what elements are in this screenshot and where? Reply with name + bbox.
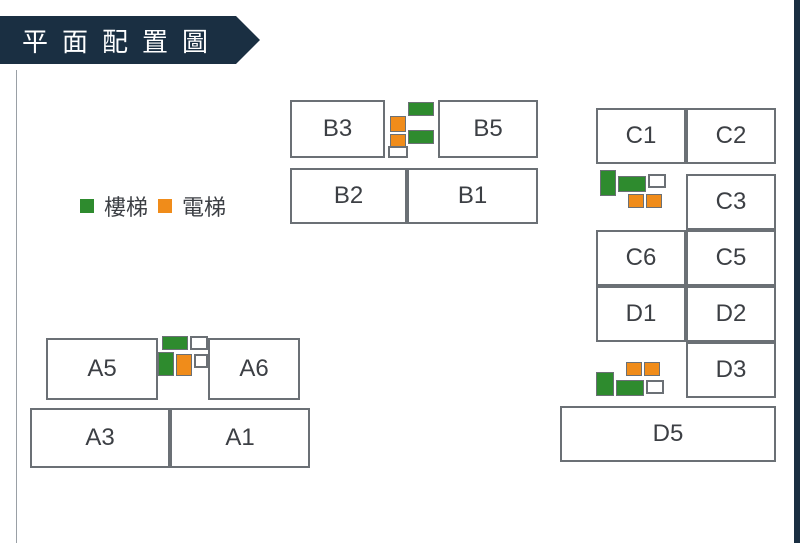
legend-label-stair: 樓梯 bbox=[104, 190, 148, 222]
outline-block bbox=[646, 380, 664, 394]
unit-c5: C5 bbox=[686, 230, 776, 286]
unit-label: D2 bbox=[716, 300, 747, 328]
unit-d1: D1 bbox=[596, 286, 686, 342]
unit-a3: A3 bbox=[30, 408, 170, 468]
unit-label: D5 bbox=[653, 420, 684, 448]
unit-label: A6 bbox=[239, 355, 268, 383]
unit-b2: B2 bbox=[290, 168, 407, 224]
stair-block bbox=[596, 372, 614, 396]
unit-c2: C2 bbox=[686, 108, 776, 164]
unit-c1: C1 bbox=[596, 108, 686, 164]
elevator-block bbox=[628, 194, 644, 208]
unit-label: C6 bbox=[626, 244, 657, 272]
elevator-block bbox=[646, 194, 662, 208]
unit-d2: D2 bbox=[686, 286, 776, 342]
elevator-block bbox=[644, 362, 660, 376]
unit-label: B1 bbox=[458, 182, 487, 210]
unit-label: D1 bbox=[626, 300, 657, 328]
stair-block bbox=[408, 102, 434, 116]
unit-d3: D3 bbox=[686, 342, 776, 398]
stair-block bbox=[600, 170, 616, 196]
unit-d5: D5 bbox=[560, 406, 776, 462]
unit-a5: A5 bbox=[46, 338, 158, 400]
unit-label: B2 bbox=[334, 182, 363, 210]
unit-c3: C3 bbox=[686, 174, 776, 230]
unit-b3: B3 bbox=[290, 100, 385, 158]
stair-swatch bbox=[80, 199, 94, 213]
stair-block bbox=[162, 336, 188, 350]
core-b bbox=[388, 102, 458, 162]
unit-label: A3 bbox=[85, 424, 114, 452]
unit-b1: B1 bbox=[407, 168, 538, 224]
unit-label: B5 bbox=[473, 115, 502, 143]
unit-c6: C6 bbox=[596, 230, 686, 286]
unit-label: C1 bbox=[626, 122, 657, 150]
legend: 樓梯 電梯 bbox=[80, 190, 226, 222]
unit-label: B3 bbox=[323, 115, 352, 143]
core-a bbox=[158, 332, 228, 392]
outline-block bbox=[388, 146, 408, 158]
elevator-block bbox=[390, 116, 406, 132]
outline-block bbox=[194, 354, 208, 368]
unit-label: C3 bbox=[716, 188, 747, 216]
unit-label: A1 bbox=[225, 424, 254, 452]
unit-label: C2 bbox=[716, 122, 747, 150]
elevator-swatch bbox=[158, 199, 172, 213]
legend-label-elevator: 電梯 bbox=[182, 190, 226, 222]
unit-label: A5 bbox=[87, 355, 116, 383]
stair-block bbox=[408, 130, 434, 144]
unit-a1: A1 bbox=[170, 408, 310, 468]
elevator-block bbox=[626, 362, 642, 376]
stair-block bbox=[158, 352, 174, 376]
stair-block bbox=[618, 176, 646, 192]
unit-label: C5 bbox=[716, 244, 747, 272]
core-d bbox=[596, 358, 666, 418]
outline-block bbox=[648, 174, 666, 188]
outline-block bbox=[190, 336, 208, 350]
floorplan-stage: B3 B5 B2 B1 C1 C2 C3 C6 C5 D1 D2 D3 D5 A5 A6 A3 A1 bbox=[0, 0, 800, 543]
stair-block bbox=[616, 380, 644, 396]
core-c bbox=[600, 170, 670, 230]
unit-label: D3 bbox=[716, 356, 747, 384]
elevator-block bbox=[176, 354, 192, 376]
